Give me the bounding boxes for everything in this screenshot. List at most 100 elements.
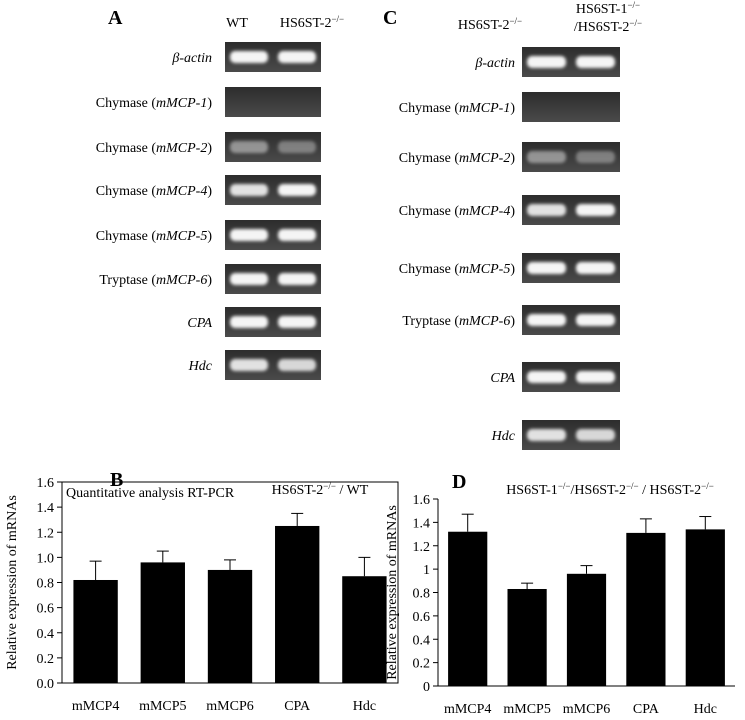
y-tick-label: 0 [423, 680, 430, 695]
row-label: CPA [187, 316, 212, 331]
gel-band [527, 262, 566, 274]
gel-band [278, 316, 316, 328]
gel-band [576, 204, 615, 216]
label-gene: mMCP-1 [459, 101, 510, 116]
text-part: HS6ST-1 [506, 483, 558, 498]
y-tick-label: 0.2 [37, 652, 55, 667]
label-close: ) [510, 262, 515, 277]
gel-band [230, 316, 268, 328]
y-tick-label: 1.4 [37, 501, 55, 516]
text-part: WT [226, 16, 248, 31]
label-gene: β-actin [474, 56, 515, 71]
y-axis-label: Relative expression of mRNAs [385, 505, 400, 680]
row-label: Chymase (mMCP-2) [96, 141, 213, 156]
gel-band [527, 429, 566, 441]
bar [73, 579, 118, 683]
label-gene: mMCP-5 [156, 229, 207, 244]
y-tick-label: 1.6 [413, 493, 431, 508]
label-close: ) [207, 184, 212, 199]
x-tick-label: mMCP6 [206, 699, 253, 714]
label-plain: Tryptase ( [402, 314, 459, 329]
gel-band [576, 262, 615, 274]
label-gene: Hdc [491, 429, 516, 444]
segmented-text: HS6ST-1−/−/HS6ST-2−/− / HS6ST-2−/− [506, 481, 714, 498]
x-tick-label: Hdc [694, 702, 717, 717]
row-label: β-actin [474, 56, 515, 71]
x-tick-label: CPA [633, 702, 660, 717]
error-bar [291, 512, 304, 526]
text-part: HS6ST-2 [272, 483, 324, 498]
gel-band [278, 359, 316, 371]
x-tick-label: mMCP5 [503, 702, 550, 717]
gel-strip [225, 87, 321, 117]
bar [626, 532, 666, 686]
gel-band [527, 56, 566, 68]
error-bar [461, 513, 474, 532]
gel-band [278, 141, 316, 153]
panel-letter: C [383, 7, 397, 29]
gel-band [278, 273, 316, 285]
bar [140, 562, 185, 683]
gel-band [576, 151, 615, 163]
gel-band [527, 371, 566, 383]
label-plain: Chymase ( [399, 101, 460, 116]
text-part: /HS6ST-2 [570, 483, 626, 498]
gel-band [278, 51, 316, 63]
gel-band [576, 371, 615, 383]
gel-band [576, 429, 615, 441]
label-close: ) [207, 273, 212, 288]
label-close: ) [207, 229, 212, 244]
label-gene: CPA [187, 316, 212, 331]
segmented-text: HS6ST-2−/− / WT [272, 481, 369, 498]
text-part: HS6ST-1 [576, 2, 628, 17]
y-tick-label: 0.8 [37, 577, 55, 592]
label-gene: mMCP-6 [459, 314, 510, 329]
error-bar [521, 582, 534, 589]
panel-letter: A [108, 7, 123, 29]
y-tick-label: 0.2 [413, 657, 431, 672]
gel-band [278, 184, 316, 196]
y-axis-label: Relative expression of mRNAs [5, 495, 20, 670]
gel-band [230, 229, 268, 241]
x-tick-label: mMCP4 [72, 699, 119, 714]
superscript: −/− [558, 481, 571, 491]
bar [342, 576, 387, 683]
label-plain: Chymase ( [399, 262, 460, 277]
gel-strip [522, 92, 620, 122]
superscript: −/− [629, 18, 642, 28]
superscript: −/− [626, 481, 639, 491]
y-tick-label: 0.6 [37, 602, 55, 617]
x-tick-label: mMCP5 [139, 699, 186, 714]
label-gene: mMCP-5 [459, 262, 510, 277]
label-gene: mMCP-6 [156, 273, 207, 288]
error-bar [156, 550, 169, 563]
label-close: ) [510, 101, 515, 116]
label-gene: mMCP-4 [459, 204, 510, 219]
x-tick-label: mMCP6 [563, 702, 610, 717]
y-tick-label: 1.2 [37, 526, 55, 541]
label-gene: mMCP-2 [459, 151, 510, 166]
segmented-text: HS6ST-2−/− [458, 16, 522, 33]
gel-band [527, 204, 566, 216]
x-tick-label: Hdc [353, 699, 376, 714]
superscript: −/− [701, 481, 714, 491]
row-label: Hdc [491, 429, 516, 444]
gel-band [576, 56, 615, 68]
text-part: / HS6ST-2 [639, 483, 702, 498]
label-close: ) [207, 96, 212, 111]
segmented-text: HS6ST-1−/− [576, 0, 640, 17]
row-label: CPA [490, 371, 515, 386]
gel-band [527, 151, 566, 163]
label-gene: mMCP-2 [156, 141, 207, 156]
error-bar [580, 565, 593, 574]
y-tick-label: 0.8 [413, 587, 431, 602]
gel-band [230, 273, 268, 285]
label-gene: CPA [490, 371, 515, 386]
y-tick-label: 1.2 [413, 540, 431, 555]
bar [566, 573, 607, 686]
row-label: Tryptase (mMCP-6) [402, 314, 515, 329]
segmented-text: WT [226, 16, 248, 31]
label-close: ) [510, 314, 515, 329]
row-label: Chymase (mMCP-2) [399, 151, 516, 166]
